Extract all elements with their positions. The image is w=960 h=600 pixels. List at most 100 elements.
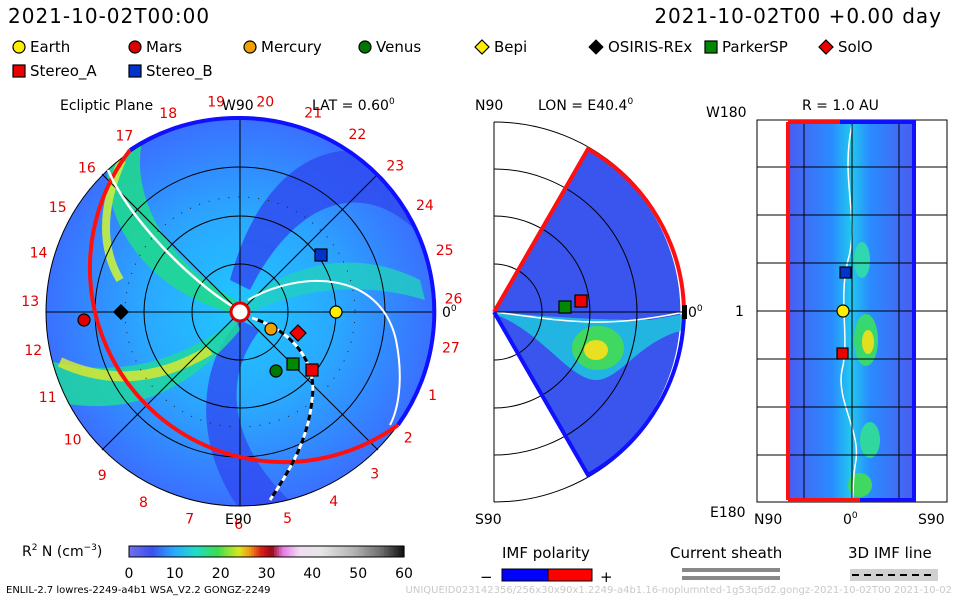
colorbar-cell — [394, 546, 398, 557]
colorbar-cell — [391, 546, 395, 557]
colorbar-cell — [211, 546, 215, 557]
legend-stereo-b: Stereo_B — [128, 62, 213, 80]
mars-marker — [77, 313, 91, 327]
radial-earth-marker — [836, 304, 850, 318]
legend-bepi: Bepi — [474, 38, 527, 56]
colorbar-cell — [204, 546, 208, 557]
earth-marker-icon — [12, 40, 26, 54]
ecliptic-lat-label: LAT = 0.600 — [312, 97, 395, 114]
radial-stereo-a-marker — [836, 347, 849, 360]
ecliptic-panel: 19 20212223242526271234567891011121314151… — [21, 94, 462, 533]
colorbar-cell — [366, 546, 370, 557]
sun-marker — [229, 301, 251, 323]
radial-panel: R = 1.0 AU W180 1 E180 N90 00 S90 — [706, 98, 948, 528]
colorbar-cell — [264, 546, 268, 557]
colorbar-cell — [209, 546, 213, 557]
parker-spiral-earth — [247, 279, 401, 426]
colorbar-cell — [266, 546, 270, 557]
colorbar-tick-label: 50 — [349, 566, 367, 582]
colorbar-cell — [251, 546, 255, 557]
current-sheath-legend: Current sheath — [670, 544, 782, 580]
colorbar-cell — [284, 546, 288, 557]
colorbar-cell — [341, 546, 345, 557]
stereo-a-marker-icon — [12, 64, 26, 78]
carrington-number: 4 — [329, 494, 338, 510]
colorbar-cell — [164, 546, 168, 557]
venus-marker — [269, 364, 283, 378]
imf3d-legend: 3D IMF line — [848, 544, 938, 581]
colorbar-cell — [384, 546, 388, 557]
colorbar-cell — [156, 546, 160, 557]
colorbar-cell — [149, 546, 153, 557]
meridional-bottom-label: S90 — [475, 512, 502, 528]
colorbar-cell — [281, 546, 285, 557]
colorbar-cell — [146, 546, 150, 557]
ecliptic-polarity-negative-arc — [87, 148, 400, 465]
colorbar-cell — [396, 546, 400, 557]
legend-mars: Mars — [128, 38, 182, 56]
legend-solo: SolO — [818, 38, 873, 56]
colorbar-cell — [234, 546, 238, 557]
colorbar-cells — [129, 546, 405, 557]
colorbar-cell — [191, 546, 195, 557]
carrington-number: 17 — [116, 129, 134, 145]
colorbar-cell — [376, 546, 380, 557]
radial-x-mid: 00 — [843, 511, 858, 528]
ecliptic-polarity-positive-arc — [239, 115, 437, 427]
legend-label: ParkerSP — [722, 38, 788, 56]
colorbar-tick-label: 10 — [166, 566, 184, 582]
colorbar-cell — [151, 546, 155, 557]
colorbar-cell — [369, 546, 373, 557]
colorbar-cell — [229, 546, 233, 557]
colorbar-tick-label: 20 — [212, 566, 230, 582]
mercury-marker-icon — [243, 40, 257, 54]
colorbar-cell — [306, 546, 310, 557]
carrington-number: 16 — [78, 160, 96, 176]
colorbar-cell — [286, 546, 290, 557]
colorbar-cell — [351, 546, 355, 557]
colorbar-cell — [299, 546, 303, 557]
meridional-earth-tick — [682, 305, 687, 319]
carrington-number: 24 — [416, 198, 434, 214]
colorbar-cell — [179, 546, 183, 557]
colorbar-cell — [244, 546, 248, 557]
carrington-number: 5 — [283, 511, 292, 527]
carrington-number: 22 — [349, 127, 367, 143]
colorbar-cell — [141, 546, 145, 557]
colorbar-cell — [144, 546, 148, 557]
ecliptic-polarity-arc-3 — [128, 115, 241, 152]
colorbar-cell — [289, 546, 293, 557]
colorbar-cell — [361, 546, 365, 557]
ecliptic-title: Ecliptic Plane — [60, 98, 153, 114]
solo-marker-icon — [818, 39, 834, 55]
parkersp-marker — [286, 357, 300, 371]
carrington-number: 12 — [24, 343, 42, 359]
parker-spiral-2 — [106, 169, 233, 308]
venus-marker-icon — [358, 40, 372, 54]
colorbar-cell — [199, 546, 203, 557]
colorbar-cell — [221, 546, 225, 557]
legend-venus: Venus — [358, 38, 421, 56]
date-time-title: 2021-10-02T00:00 — [8, 4, 211, 28]
colorbar-cell — [241, 546, 245, 557]
colorbar-cell — [354, 546, 358, 557]
colorbar-cell — [326, 546, 330, 557]
colorbar-cell — [319, 546, 323, 557]
colorbar-cell — [201, 546, 205, 557]
radial-stereo-b-marker — [839, 266, 852, 279]
colorbar-tick-label: 60 — [395, 566, 413, 582]
colorbar-cell — [139, 546, 143, 557]
radial-density-peak-2 — [860, 422, 880, 458]
colorbar-cell — [399, 546, 403, 557]
colorbar-cell — [364, 546, 368, 557]
colorbar-cell — [371, 546, 375, 557]
colorbar-cell — [309, 546, 313, 557]
radial-mid-label: 1 — [735, 304, 744, 320]
colorbar-cell — [239, 546, 243, 557]
meridional-polarity-south — [492, 311, 686, 478]
colorbar-cell — [379, 546, 383, 557]
colorbar-cell — [314, 546, 318, 557]
solo-marker — [289, 324, 307, 342]
colorbar-cell — [174, 546, 178, 557]
